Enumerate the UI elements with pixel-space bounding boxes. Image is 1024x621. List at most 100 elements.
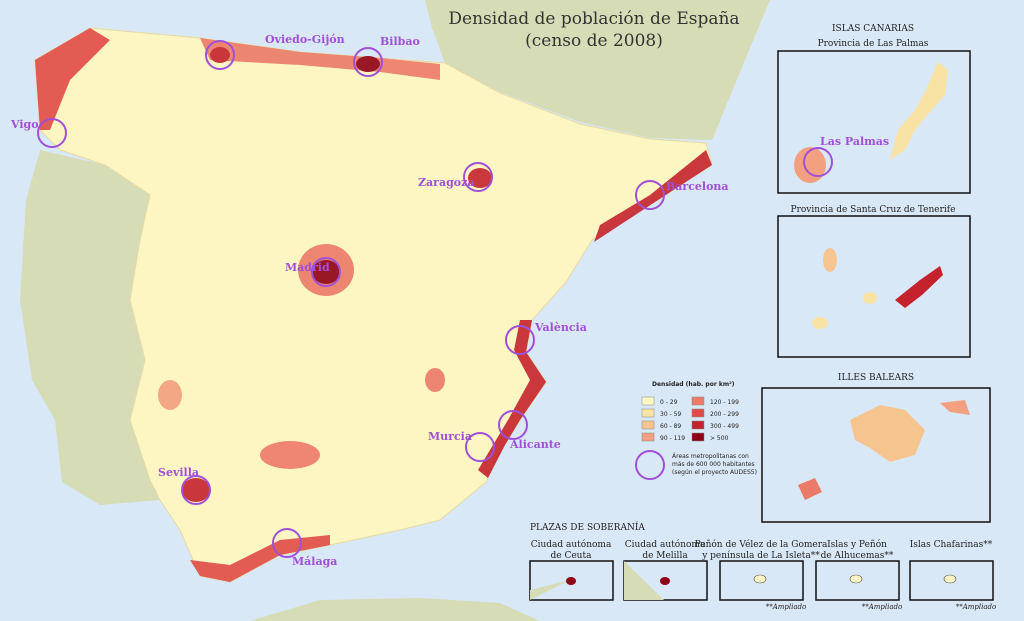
legend-swatch bbox=[691, 408, 705, 418]
city-label: Zaragoza bbox=[418, 176, 474, 189]
legend-metro-note: más de 600 000 habitantes bbox=[672, 461, 755, 468]
island bbox=[823, 248, 837, 272]
metro-circle bbox=[803, 147, 833, 177]
portugal bbox=[20, 150, 160, 505]
legend-label: 200 - 299 bbox=[710, 411, 739, 418]
legend-label: 120 - 199 bbox=[710, 399, 739, 406]
density-area bbox=[190, 535, 330, 582]
city-label: Barcelona bbox=[666, 180, 729, 193]
inset-caption: Ciudad autónoma bbox=[625, 539, 706, 550]
inset-note: **Ampliado bbox=[956, 603, 997, 611]
inset-caption: Provincia de Santa Cruz de Tenerife bbox=[791, 205, 956, 215]
island bbox=[798, 478, 822, 500]
legend-label: 30 - 59 bbox=[660, 411, 681, 418]
density-area bbox=[260, 441, 320, 469]
inset-caption: de Alhucemas** bbox=[821, 551, 894, 561]
island bbox=[794, 147, 826, 183]
density-area bbox=[210, 47, 230, 63]
density-area bbox=[468, 168, 492, 188]
city-area bbox=[660, 577, 670, 585]
density-area bbox=[158, 380, 182, 410]
metro-circle bbox=[353, 47, 383, 77]
legend-label: 300 - 499 bbox=[710, 423, 739, 430]
inset-caption: Provincia de Las Palmas bbox=[818, 39, 929, 49]
legend: 0 - 29 30 - 59 60 - 89 90 - 119 120 - 199 200… bbox=[641, 396, 739, 442]
inset-caption: y península de La Isleta** bbox=[701, 550, 820, 561]
coast bbox=[530, 580, 570, 600]
france bbox=[425, 0, 770, 140]
inset-frame bbox=[777, 215, 971, 358]
inset-title: ISLAS CANARIAS bbox=[832, 24, 914, 34]
city-label: Vigo bbox=[10, 118, 39, 131]
coast bbox=[624, 561, 664, 600]
legend-swatch bbox=[691, 396, 705, 406]
metro-circle bbox=[498, 410, 528, 440]
metro-circle bbox=[37, 118, 67, 148]
subtitle: (censo de 2008) bbox=[525, 31, 663, 51]
density-area bbox=[312, 260, 340, 284]
city-label: Alicante bbox=[509, 438, 561, 451]
legend-swatch bbox=[641, 420, 655, 430]
legend-label: 60 - 89 bbox=[660, 423, 681, 430]
city-label: Madrid bbox=[285, 261, 330, 274]
inset-note: **Ampliado bbox=[766, 603, 807, 611]
city-label: Las Palmas bbox=[820, 135, 889, 148]
density-area bbox=[425, 368, 445, 392]
legend-metro-note: (según el proyecto AUDES5) bbox=[672, 469, 757, 476]
density-area bbox=[182, 478, 210, 502]
city-label: Oviedo-Gijón bbox=[265, 33, 345, 46]
density-area bbox=[35, 28, 110, 130]
legend-title: Densidad (hab. por km²) bbox=[652, 381, 735, 388]
island bbox=[890, 62, 948, 160]
section-title: PLAZAS DE SOBERANÍA bbox=[530, 521, 645, 533]
inset-caption: de Melilla bbox=[642, 551, 688, 561]
islet bbox=[943, 574, 957, 584]
legend-swatch bbox=[641, 408, 655, 418]
density-area bbox=[478, 320, 546, 478]
legend-metro-symbol bbox=[635, 450, 665, 480]
density-areas bbox=[35, 28, 712, 582]
metro-circle bbox=[205, 40, 235, 70]
density-area bbox=[356, 56, 380, 72]
cities: Oviedo-Gijón Bilbao Vigo Zaragoza Barcelona M… bbox=[10, 33, 889, 568]
inset-note: **Ampliado bbox=[862, 603, 903, 611]
legend-swatch bbox=[691, 432, 705, 442]
inset-caption: de Ceuta bbox=[551, 551, 593, 561]
title: Densidad de población de España bbox=[448, 9, 739, 29]
island bbox=[850, 405, 925, 462]
islet bbox=[849, 574, 863, 584]
city-label: Málaga bbox=[292, 555, 337, 568]
legend-metro-note: Áreas metropolitanas con bbox=[672, 453, 749, 460]
metro-circle bbox=[505, 325, 535, 355]
inset-title: ILLES BALEARS bbox=[838, 373, 914, 383]
city-label: Bilbao bbox=[380, 35, 420, 48]
inset-caption: Islas Chafarinas** bbox=[910, 540, 993, 550]
metro-circle bbox=[272, 528, 302, 558]
legend-swatch bbox=[641, 396, 655, 406]
metro-circle bbox=[463, 162, 493, 192]
metro-circle bbox=[635, 180, 665, 210]
metro-circle bbox=[465, 432, 495, 462]
legend-swatch bbox=[641, 432, 655, 442]
city-label: València bbox=[534, 321, 587, 334]
island bbox=[863, 292, 877, 304]
island bbox=[812, 317, 828, 329]
legend-label: 90 - 119 bbox=[660, 435, 685, 442]
legend-label: > 500 bbox=[710, 435, 729, 442]
island bbox=[940, 400, 970, 415]
inset-caption: Ciudad autónoma bbox=[531, 539, 612, 550]
africa bbox=[250, 598, 540, 621]
city-label: Murcia bbox=[428, 430, 472, 443]
inset-caption: Islas y Peñón bbox=[827, 539, 887, 550]
legend-label: 0 - 29 bbox=[660, 399, 678, 406]
legend-swatch bbox=[691, 420, 705, 430]
city-label: Sevilla bbox=[158, 466, 199, 479]
metro-circle bbox=[181, 475, 211, 505]
density-area bbox=[594, 150, 712, 242]
inset-caption: Peñón de Vélez de la Gomera bbox=[695, 539, 828, 550]
city-area bbox=[566, 577, 576, 585]
metro-circle bbox=[311, 257, 341, 287]
islet bbox=[753, 574, 767, 584]
